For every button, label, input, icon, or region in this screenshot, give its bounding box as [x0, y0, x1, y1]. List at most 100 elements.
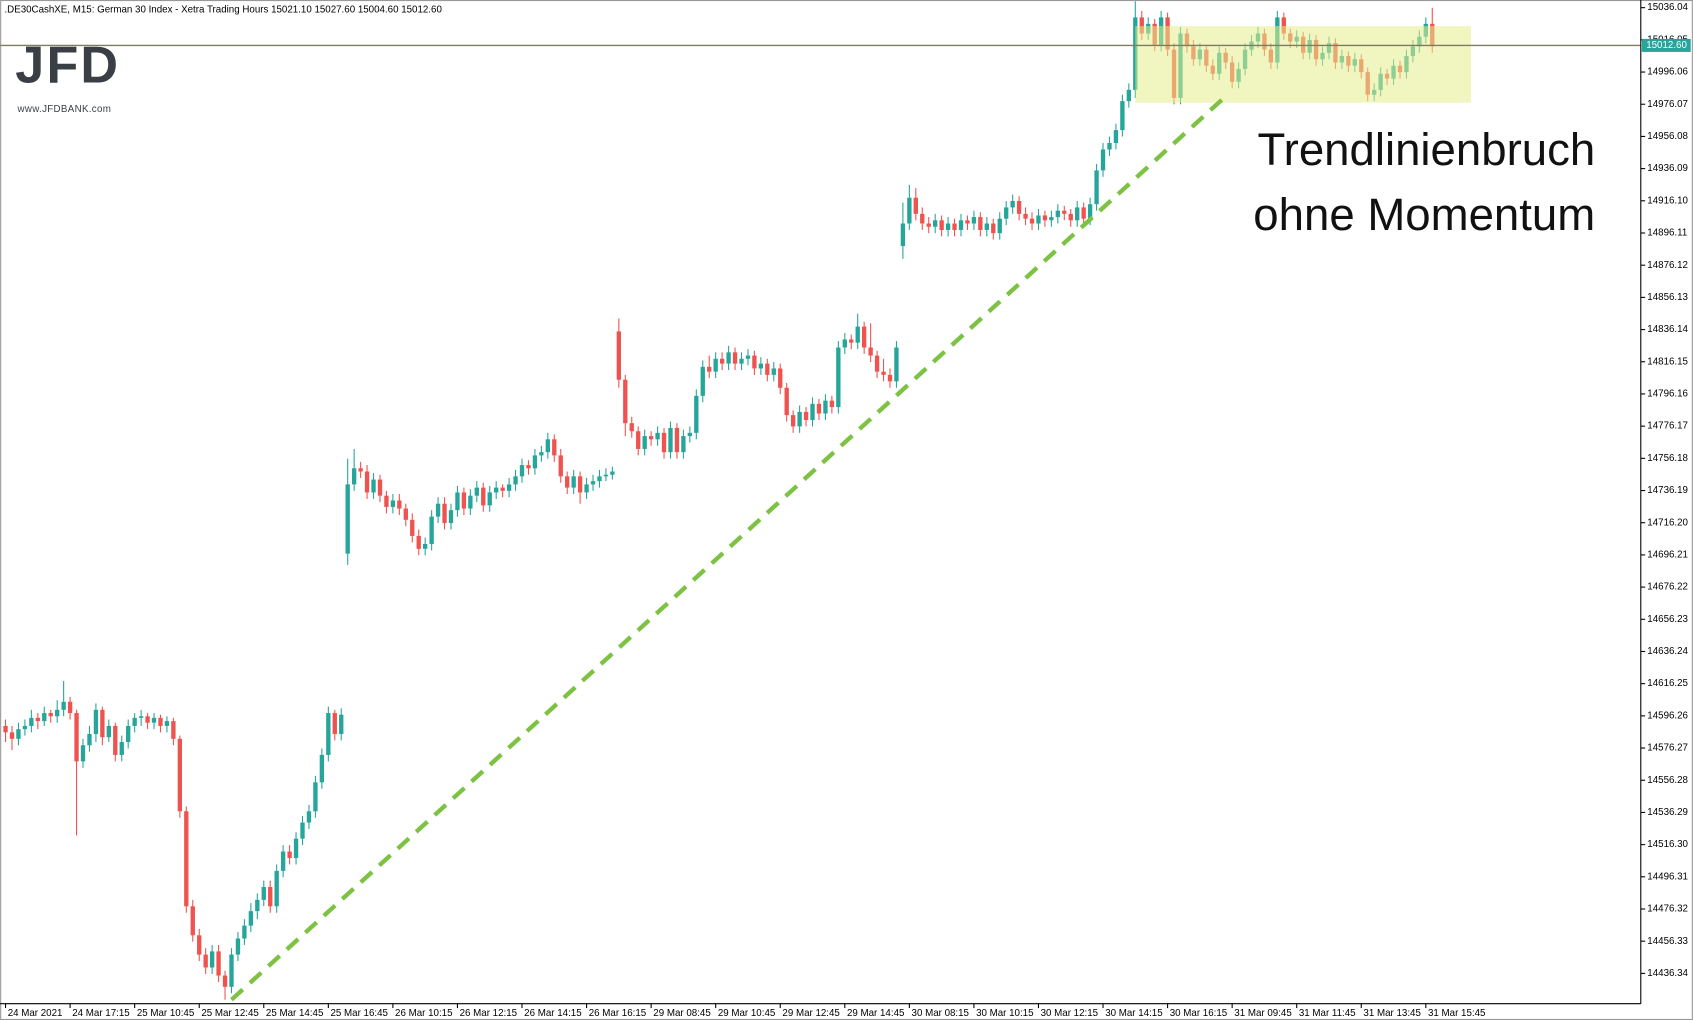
candle-body [16, 729, 21, 739]
chart-title: .DE30CashXE, M15: German 30 Index - Xetr… [4, 4, 442, 15]
candle-body [836, 347, 841, 408]
candle-body [177, 738, 183, 812]
candle-body [1055, 210, 1061, 218]
candle-body [907, 197, 912, 224]
candle-body [293, 838, 299, 858]
y-tick-label: 14896.11 [1647, 228, 1687, 239]
candle-body [771, 368, 776, 375]
candle-body [571, 476, 576, 488]
current-price-label: 15012.60 [1646, 40, 1687, 51]
candle-body [468, 495, 473, 509]
candle-body [1081, 207, 1086, 219]
logo: JFD [15, 36, 120, 94]
candle-body [332, 713, 337, 734]
candle-body [1126, 89, 1132, 102]
candle-body [719, 358, 725, 364]
logo-url: www.JFDBANK.com [16, 104, 111, 115]
candle-body [351, 468, 357, 485]
candle-body [513, 476, 518, 485]
candle-body [87, 733, 92, 746]
candle-body [565, 476, 570, 488]
candle-body [636, 431, 641, 449]
candle-body [933, 220, 938, 227]
candle-body [1107, 142, 1112, 150]
candle-body [500, 487, 505, 491]
y-tick-label: 14676.22 [1647, 582, 1688, 593]
y-tick-label: 14696.21 [1647, 549, 1688, 560]
candle-body [481, 487, 486, 506]
candle-body [926, 223, 931, 227]
candle-body [894, 347, 899, 382]
candle-body [197, 935, 202, 955]
candle-body [1139, 17, 1144, 34]
candle-body [752, 355, 757, 369]
candle-body [358, 468, 363, 472]
x-tick-label: 30 Mar 12:15 [1041, 1008, 1099, 1019]
candle-body [248, 911, 254, 926]
candle-body [849, 339, 854, 343]
y-tick-label: 14616.25 [1647, 678, 1688, 689]
candle-body [726, 352, 731, 364]
y-tick-label: 14476.32 [1647, 904, 1688, 915]
candle-body [958, 220, 964, 230]
y-tick-label: 14876.12 [1647, 260, 1688, 271]
candle-body [984, 223, 989, 230]
candle-body [539, 452, 544, 456]
candle-body [397, 500, 402, 509]
candle-body [765, 363, 770, 375]
candle-body [816, 403, 822, 414]
candle-body [1120, 101, 1125, 131]
candle-body [287, 851, 292, 858]
candle-body [61, 701, 66, 710]
candle-body [978, 217, 983, 230]
candle-body [700, 366, 705, 396]
candle-body [545, 439, 550, 453]
candle-body [126, 725, 131, 743]
candle-body [577, 476, 583, 493]
candle-body [384, 495, 389, 507]
candle-body [416, 535, 421, 549]
candle-body [422, 543, 428, 549]
candle-body [991, 223, 996, 234]
candle-body [242, 925, 247, 939]
candle-body [758, 363, 764, 369]
candle-body [829, 400, 835, 408]
candle-body [945, 223, 951, 230]
candle-body [526, 465, 531, 469]
candle-body [455, 492, 460, 511]
y-tick-label: 14576.27 [1647, 743, 1688, 754]
y-tick-label: 14936.09 [1647, 163, 1688, 174]
y-tick-label: 14916.10 [1647, 195, 1688, 206]
candle-body [280, 851, 286, 871]
candle-body [461, 492, 467, 509]
candle-body [474, 487, 479, 496]
y-tick-label: 14716.20 [1647, 517, 1688, 528]
candle-body [519, 465, 525, 477]
candle-body [371, 479, 376, 493]
candle-body [887, 374, 893, 382]
candle-body [339, 714, 344, 734]
candle-body [377, 479, 383, 496]
y-tick-label: 14976.07 [1647, 99, 1688, 110]
candle-body [739, 358, 744, 364]
candle-body [1094, 170, 1099, 205]
candle-body [209, 951, 215, 968]
y-tick-label: 14656.23 [1647, 614, 1688, 625]
candle-body [255, 899, 260, 912]
candle-body [920, 213, 925, 224]
candle-body [274, 870, 279, 907]
y-tick-label: 14636.24 [1647, 646, 1688, 657]
candle-body [707, 366, 712, 372]
annotation: Trendlinienbruch [1258, 124, 1596, 175]
candle-body [435, 503, 441, 517]
candle-body [1016, 200, 1022, 214]
candle-body [1062, 210, 1067, 214]
candle-body [364, 471, 370, 493]
candle-body [997, 218, 1002, 234]
candle-body [235, 938, 241, 955]
candle-body [1075, 207, 1080, 221]
candle-body [300, 822, 305, 839]
y-tick-label: 14456.33 [1647, 936, 1688, 947]
candle-body [745, 355, 751, 359]
candle-body [655, 432, 660, 440]
